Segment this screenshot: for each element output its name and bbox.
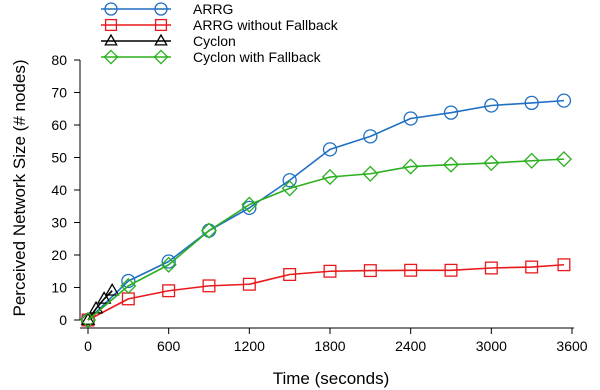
data-point-diamond [555,151,573,168]
y-tick-label: 20 [51,247,67,263]
x-tick-label: 1800 [314,338,345,354]
data-point-square [484,261,498,275]
series-2 [81,258,571,327]
data-point-square [323,264,337,278]
data-point-diamond [120,277,137,294]
x-tick-label: 3000 [476,338,507,354]
data-point-triangle [80,312,96,325]
legend-entry: Cyclon with Fallback [101,49,322,65]
y-axis-title: Perceived Network Size (# nodes) [10,59,29,316]
series-1 [80,93,572,328]
legend-entry: ARRG without Fallback [101,17,339,33]
data-point-diamond [160,256,177,273]
data-point-triangle [96,291,112,304]
data-point-circle [104,2,118,16]
data-point-square [363,264,377,278]
series-4 [79,151,573,329]
data-point-square [104,18,118,32]
x-tick-label: 0 [84,338,92,354]
data-point-circle [363,129,378,144]
data-point-circle [556,93,572,108]
series-line [87,263,564,321]
data-point-diamond [153,49,169,65]
legend-label: Cyclon [193,33,236,49]
y-tick-label: 80 [51,52,67,68]
data-point-diamond [362,165,379,182]
y-tick-label: 70 [51,85,67,101]
series-layer [79,93,573,329]
data-point-diamond [200,222,218,239]
series-line [87,158,564,321]
x-tick-label: 3600 [556,338,587,354]
data-point-triangle [104,33,118,46]
x-ticks: 0 600 1200 1800 2400 3000 3600 [84,328,588,354]
data-point-circle [161,254,176,269]
data-point-diamond [241,196,258,213]
data-point-diamond [281,180,298,197]
data-point-diamond [103,49,119,65]
data-point-diamond [523,152,540,169]
data-point-triangle [104,282,120,296]
y-tick-label: 60 [51,117,67,133]
y-tick-label: 30 [51,215,67,231]
legend-label: ARRG without Fallback [193,17,339,33]
data-point-diamond [79,311,97,329]
data-point-square [283,267,297,281]
y-ticks: 0 10 20 30 40 50 60 70 80 [51,52,80,328]
y-tick-label: 50 [51,150,67,166]
data-point-square [557,258,571,272]
y-tick-label: 0 [59,312,67,328]
x-tick-label: 2400 [395,338,426,354]
legend-label: Cyclon with Fallback [193,49,322,65]
data-point-circle [154,2,168,16]
data-point-circle [524,95,539,111]
y-tick-label: 40 [51,182,67,198]
data-point-circle [121,273,136,289]
data-point-diamond [321,168,339,186]
legend-label: ARRG [193,1,233,17]
data-point-circle [322,142,338,157]
data-point-circle [484,98,499,113]
series-3 [80,282,120,325]
data-point-diamond [442,156,460,173]
axes [79,60,574,329]
x-tick-label: 1200 [234,338,265,354]
x-tick-label: 600 [157,338,181,354]
data-point-circle [443,105,459,120]
data-point-square [162,284,176,298]
legend-entry: Cyclon [101,33,236,49]
data-point-square [202,279,216,293]
data-point-diamond [402,158,419,175]
data-point-square [242,277,256,291]
data-point-circle [282,173,297,188]
data-point-circle [403,111,418,126]
data-point-square [444,263,458,277]
x-axis-title: Time (seconds) [273,369,390,388]
legend-entry: ARRG [101,1,233,17]
data-point-square [525,260,539,274]
data-point-square [404,263,418,277]
y-tick-label: 10 [51,280,67,296]
series-line [87,99,564,321]
data-point-diamond [483,154,500,172]
data-point-triangle [154,33,168,46]
data-point-square [154,18,168,32]
